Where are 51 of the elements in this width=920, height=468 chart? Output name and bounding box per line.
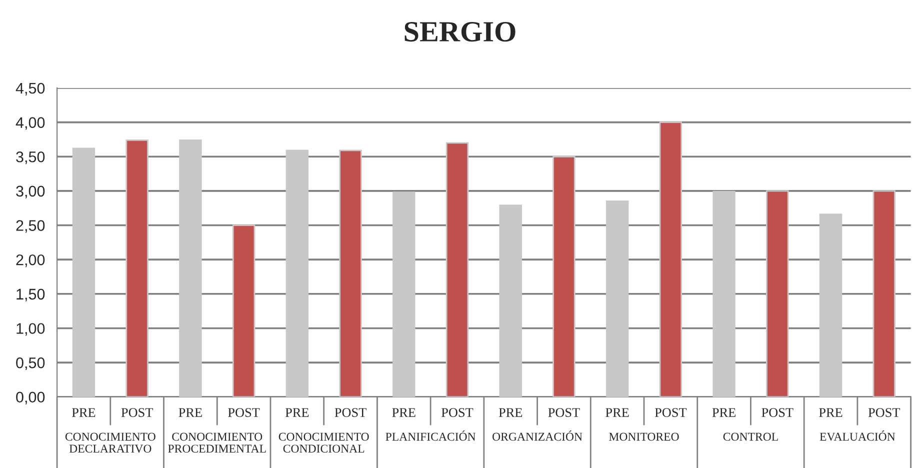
bar [872, 190, 896, 397]
bar [659, 122, 682, 397]
x-tick-label: PRE [819, 408, 842, 417]
text: MONITOREO [609, 432, 679, 441]
bar [286, 150, 309, 397]
bar [232, 224, 256, 397]
bar [499, 204, 522, 397]
y-tick-label: 1,50 [16, 288, 45, 302]
text: EVALUACIÓN [820, 430, 896, 441]
x-tick-label: POST [868, 408, 900, 417]
text: CONOCIMIENTO DECLARATIVO [65, 432, 156, 453]
x-tick-label: POST [441, 408, 474, 417]
bar [766, 190, 789, 397]
y-tick-label: 0,00 [16, 392, 45, 404]
x-tick-label: PRE [72, 408, 96, 417]
x-tick-label: POST [334, 408, 366, 417]
x-tick-label: PRE [498, 408, 522, 417]
x-tick-label: PRE [285, 408, 309, 417]
x-tick-label: PRE [712, 408, 736, 417]
text: CONTROL [723, 432, 778, 441]
chart-title: SERGIO [404, 22, 516, 42]
bar [446, 142, 469, 397]
y-tick-label: 3,00 [16, 186, 45, 198]
bar [179, 139, 202, 397]
bar [392, 192, 416, 397]
y-tick-label: 4,50 [16, 82, 45, 96]
x-tick-label: POST [121, 408, 153, 417]
x-tick-label: PRE [606, 408, 629, 417]
y-tick-label: 2,50 [16, 220, 45, 233]
text: CONOCIMIENTO PROCEDIMENTAL [168, 432, 266, 453]
x-tick-label: PRE [178, 408, 202, 417]
x-tick-label: POST [548, 408, 580, 417]
y-tick-label: 4,00 [16, 117, 45, 130]
bar [339, 150, 362, 397]
y-tick-label: 0,50 [16, 357, 45, 370]
bar [819, 214, 842, 397]
bar [126, 139, 148, 397]
y-tick-label: 3,50 [16, 151, 45, 164]
x-tick-label: POST [228, 408, 260, 417]
bar [552, 156, 576, 397]
y-tick-label: 1,00 [16, 323, 45, 336]
bar [712, 190, 736, 397]
x-tick-label: PRE [392, 408, 416, 417]
y-tick-label: 2,00 [16, 254, 45, 268]
x-tick-label: POST [762, 408, 794, 417]
bar [606, 200, 629, 397]
x-tick-label: POST [654, 408, 687, 417]
text: CONOCIMIENTO CONDICIONAL [278, 432, 369, 453]
bar [72, 148, 96, 397]
text: ORGANIZACIÓN [492, 430, 582, 441]
text: PLANIFICACIÓN [386, 430, 476, 441]
